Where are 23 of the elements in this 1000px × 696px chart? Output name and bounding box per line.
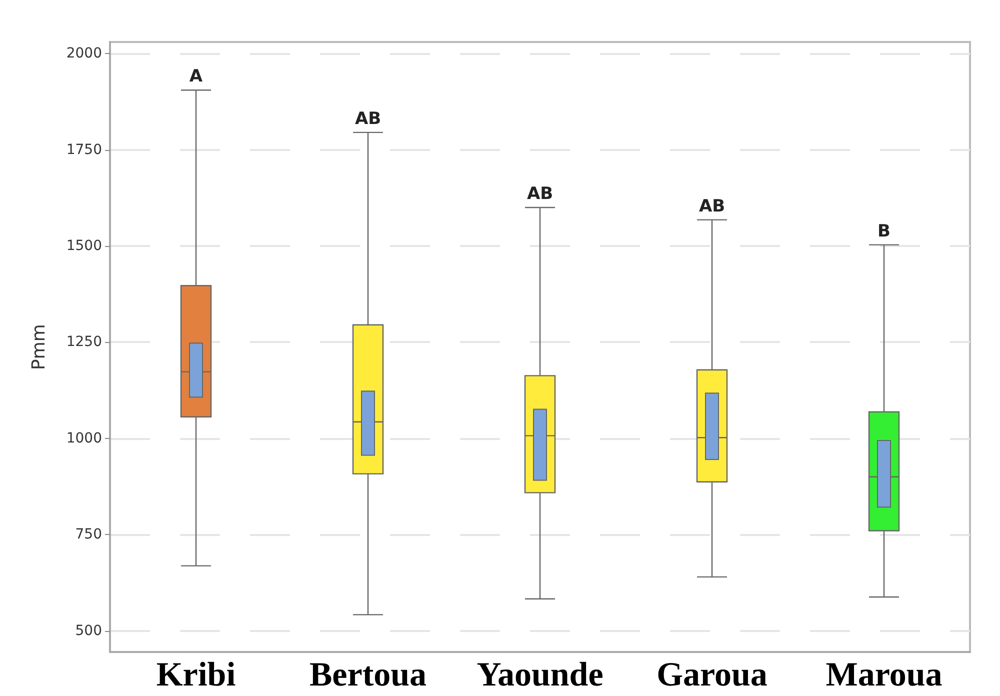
x-tick-label: Kribi	[156, 656, 236, 694]
bar	[189, 342, 203, 398]
y-tick-label: 1000	[66, 430, 102, 446]
bar	[361, 390, 375, 456]
y-tick-label: 2000	[66, 46, 102, 62]
bar	[705, 392, 719, 460]
annotation: B	[878, 221, 890, 242]
x-tick-label: Yaounde	[476, 656, 604, 694]
bar	[533, 408, 547, 481]
annotation: AB	[526, 184, 554, 204]
y-tick-label: 750	[75, 526, 102, 543]
x-tick-label: Maroua	[826, 656, 942, 694]
y-axis-title: Pmm	[28, 324, 50, 370]
y-tick-label: 1500	[66, 238, 102, 254]
y-tick-label: 1250	[66, 334, 102, 350]
y-tick-label: 500	[75, 622, 102, 639]
y-tick-label: 1750	[66, 142, 102, 158]
x-tick-label: Bertoua	[309, 656, 427, 694]
bar	[877, 440, 891, 508]
annotation: AB	[698, 196, 726, 216]
annotation: AB	[354, 109, 382, 130]
x-tick-label: Garoua	[656, 656, 768, 694]
annotation: A	[189, 66, 204, 87]
